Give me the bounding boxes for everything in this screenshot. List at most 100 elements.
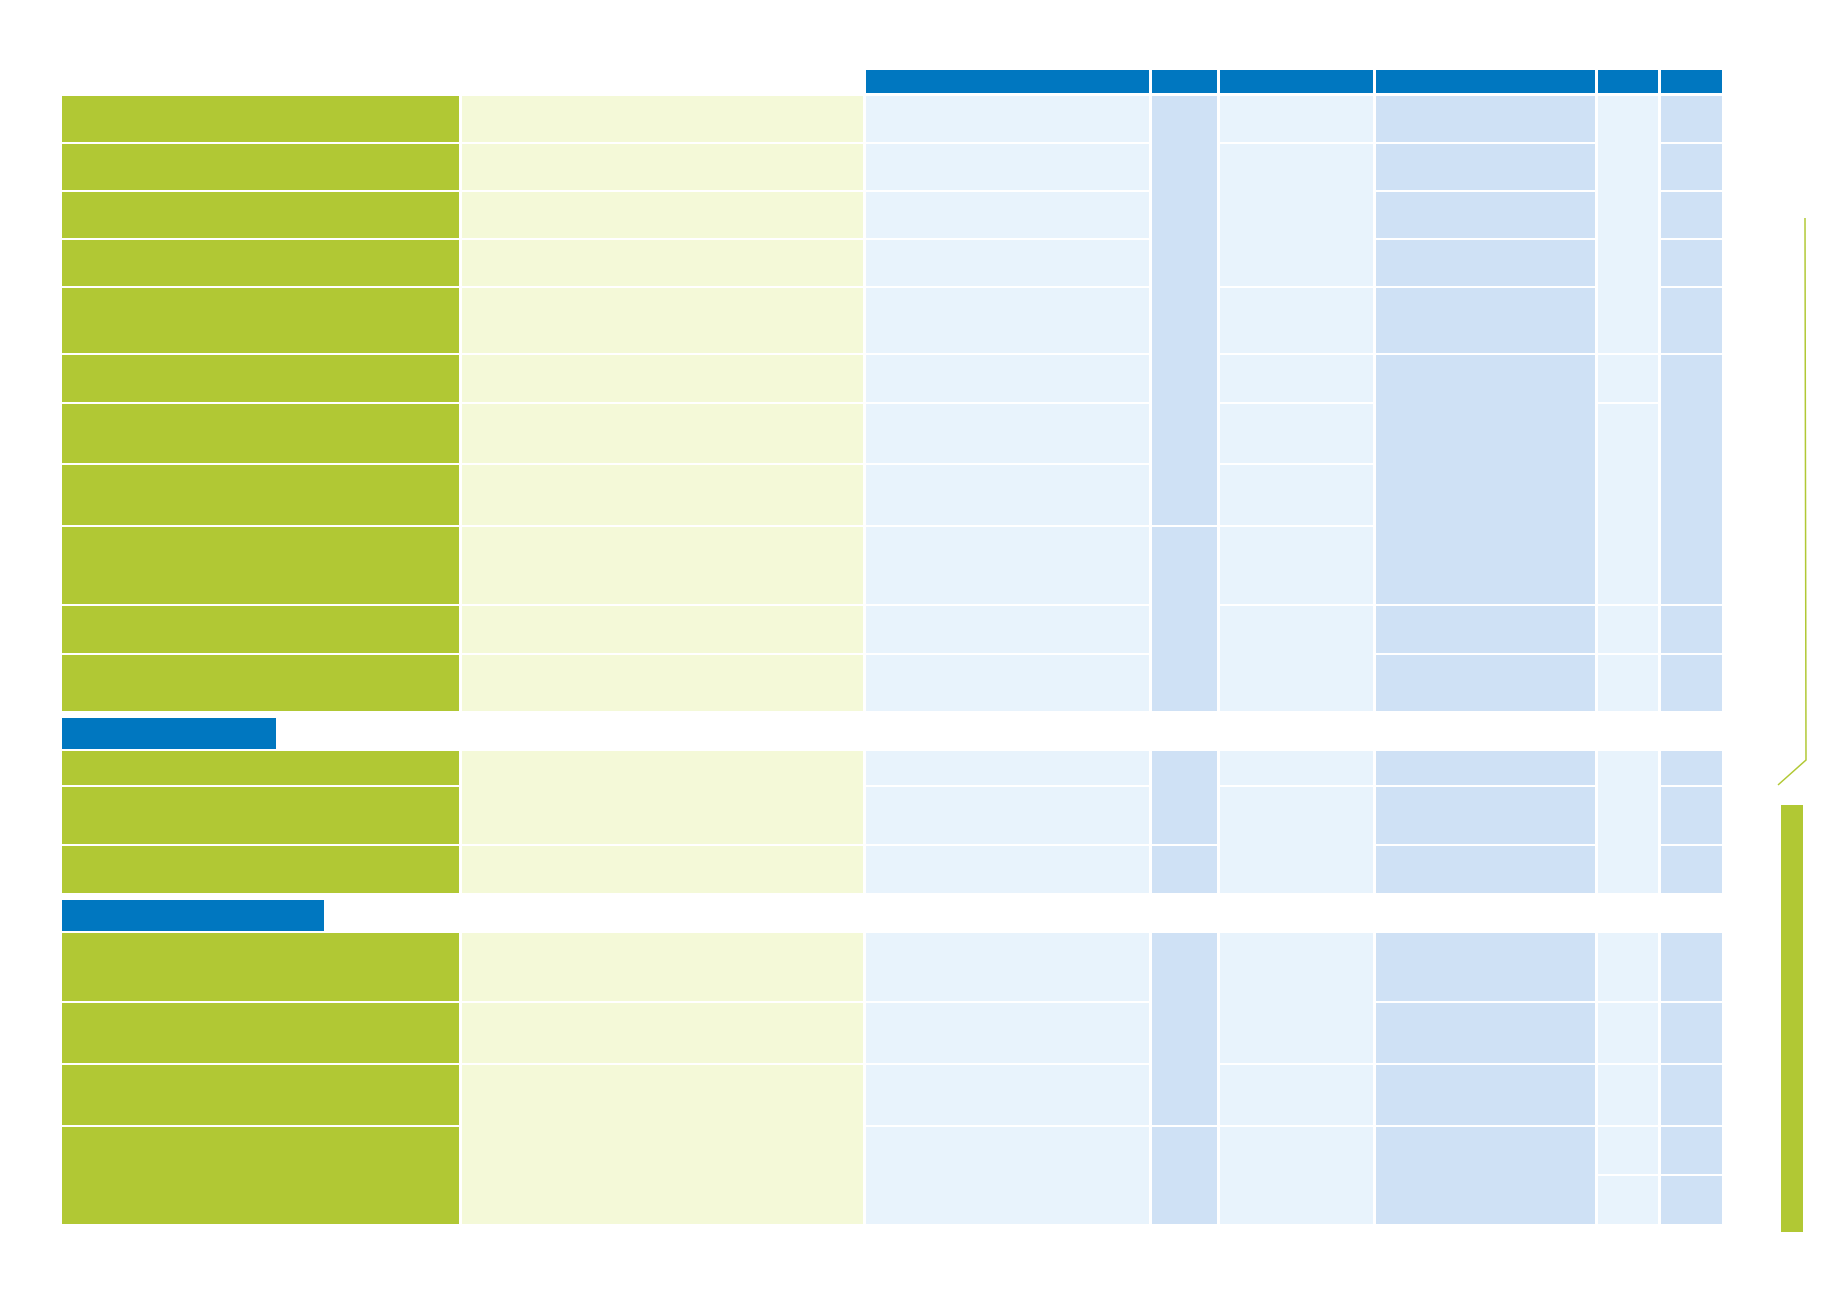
table-cell: [1661, 144, 1722, 190]
table-cell: [1598, 1065, 1658, 1125]
table-cell: [1376, 240, 1595, 286]
table-cell: [1376, 787, 1595, 844]
table-cell: [1661, 846, 1722, 893]
table-cell: [866, 240, 1149, 286]
table-cell: [1598, 606, 1658, 653]
row-label: [62, 355, 459, 402]
table-cell: [1661, 606, 1722, 653]
table-cell: [1661, 933, 1722, 1001]
table-cell: [866, 1065, 1149, 1125]
table-cell: [1661, 96, 1722, 142]
table-cell: [866, 465, 1149, 525]
row-label: [62, 933, 459, 1001]
table-cell: [866, 404, 1149, 463]
row-description: [462, 144, 863, 190]
row-description: [462, 846, 863, 893]
row-label: [62, 1003, 459, 1063]
table-cell: [1376, 751, 1595, 785]
row-label: [62, 465, 459, 525]
row-label: [62, 404, 459, 463]
table-cell-merged: [1598, 404, 1658, 604]
table-cell: [1661, 751, 1722, 785]
table-cell-merged: [1220, 787, 1373, 893]
table-cell: [1661, 192, 1722, 238]
header-cell-1: [866, 70, 1149, 93]
section-heading-tab: [62, 718, 276, 749]
table-cell-merged: [1152, 527, 1217, 711]
table-cell: [1598, 933, 1658, 1001]
table-cell-merged: [1598, 751, 1658, 893]
row-description: [462, 192, 863, 238]
row-description: [462, 96, 863, 142]
table-cell: [866, 1127, 1149, 1224]
table-cell: [1598, 1127, 1658, 1174]
row-description: [462, 527, 863, 604]
section-heading-tab: [62, 900, 324, 931]
table-cell: [1376, 606, 1595, 653]
table-cell: [1661, 655, 1722, 711]
row-description: [462, 355, 863, 402]
row-label: [62, 787, 459, 844]
table-cell: [1598, 1176, 1658, 1224]
table-cell: [1598, 655, 1658, 711]
row-label: [62, 606, 459, 653]
table-cell: [1152, 1127, 1217, 1224]
table-cell: [1376, 1127, 1595, 1224]
row-label: [62, 288, 459, 353]
table-cell-merged: [1598, 96, 1658, 353]
row-description-merged: [462, 751, 863, 844]
row-description: [462, 465, 863, 525]
header-cell-2: [1152, 70, 1217, 93]
table-cell-merged: [1661, 355, 1722, 604]
table-cell: [1220, 465, 1373, 525]
table-cell: [1598, 1003, 1658, 1063]
table-cell: [1661, 1003, 1722, 1063]
table-cell: [866, 933, 1149, 1001]
table-cell: [866, 846, 1149, 893]
row-description: [462, 288, 863, 353]
table-cell: [866, 527, 1149, 604]
table-cell: [1376, 96, 1595, 142]
table-cell: [1220, 751, 1373, 785]
header-cell-3: [1220, 70, 1373, 93]
side-accent-bar: [1781, 805, 1803, 1232]
table-cell: [1661, 240, 1722, 286]
header-cell-6: [1661, 70, 1722, 93]
table-cell: [1220, 96, 1373, 142]
table-cell-merged: [1152, 933, 1217, 1125]
table-cell: [866, 144, 1149, 190]
table-cell-merged: [1152, 96, 1217, 525]
row-label: [62, 846, 459, 893]
table-cell: [1376, 655, 1595, 711]
row-label: [62, 144, 459, 190]
table-cell: [1220, 1065, 1373, 1125]
table-cell: [1661, 1127, 1722, 1174]
row-label: [62, 1065, 459, 1125]
table-cell: [1376, 933, 1595, 1001]
table-cell: [866, 787, 1149, 844]
row-description: [462, 404, 863, 463]
table-cell: [1661, 787, 1722, 844]
header-cell-5: [1598, 70, 1658, 93]
table-cell: [1220, 288, 1373, 353]
header-cell-4: [1376, 70, 1595, 93]
table-cell: [1376, 846, 1595, 893]
table-cell: [1661, 1176, 1722, 1224]
row-label: [62, 240, 459, 286]
table-cell: [1376, 1065, 1595, 1125]
table-cell: [1220, 1127, 1373, 1224]
row-label: [62, 527, 459, 604]
table-cell-merged: [1152, 751, 1217, 844]
table-cell: [1661, 1065, 1722, 1125]
row-label: [62, 96, 459, 142]
table-cell: [866, 192, 1149, 238]
table-cell: [866, 288, 1149, 353]
table-cell: [1220, 527, 1373, 604]
row-label: [62, 1127, 459, 1224]
table-cell: [1152, 846, 1217, 893]
side-bracket-line: [1777, 217, 1807, 786]
table-cell: [866, 96, 1149, 142]
row-label: [62, 192, 459, 238]
table-cell: [866, 751, 1149, 785]
